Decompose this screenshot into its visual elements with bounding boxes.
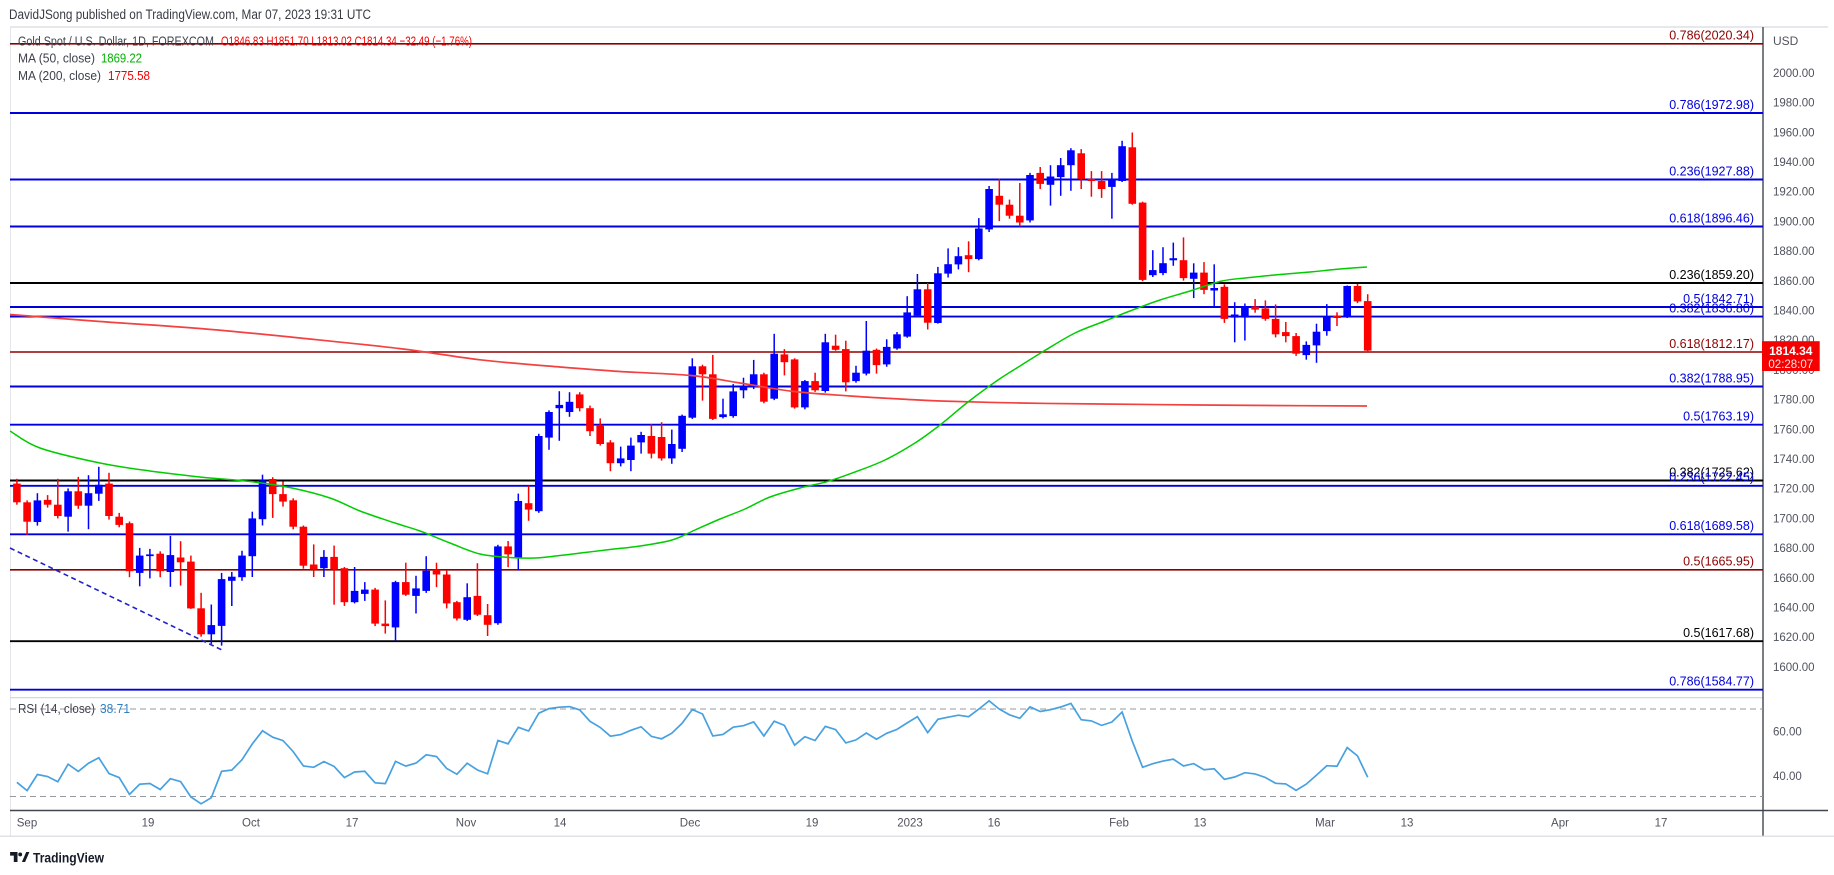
svg-text:1780.00: 1780.00 xyxy=(1773,395,1815,407)
svg-text:RSI (14, close): RSI (14, close) xyxy=(18,701,95,716)
svg-text:1720.00: 1720.00 xyxy=(1773,484,1815,496)
svg-text:19: 19 xyxy=(142,818,155,830)
svg-text:0.786(1972.98): 0.786(1972.98) xyxy=(1669,98,1754,112)
svg-text:0.5(1665.95): 0.5(1665.95) xyxy=(1683,555,1754,569)
svg-text:02:28:07: 02:28:07 xyxy=(1768,359,1813,371)
svg-text:MA (50, close): MA (50, close) xyxy=(18,51,95,66)
svg-text:MA (200, close): MA (200, close) xyxy=(18,68,101,83)
svg-text:0.236(1859.20): 0.236(1859.20) xyxy=(1669,268,1754,282)
svg-text:1840.00: 1840.00 xyxy=(1773,306,1815,318)
svg-text:USD: USD xyxy=(1773,34,1799,48)
svg-text:0.5(1763.19): 0.5(1763.19) xyxy=(1683,410,1754,424)
svg-text:17: 17 xyxy=(346,818,359,830)
svg-text:16: 16 xyxy=(988,818,1001,830)
svg-text:1740.00: 1740.00 xyxy=(1773,454,1815,466)
svg-text:1760.00: 1760.00 xyxy=(1773,424,1815,436)
svg-text:Feb: Feb xyxy=(1109,818,1129,830)
svg-text:DavidJSong published on Tradin: DavidJSong published on TradingView.com,… xyxy=(9,7,371,22)
svg-text:17: 17 xyxy=(1655,818,1668,830)
svg-text:Nov: Nov xyxy=(456,818,477,830)
svg-text:1620.00: 1620.00 xyxy=(1773,632,1815,644)
svg-text:2000.00: 2000.00 xyxy=(1773,68,1815,80)
svg-text:13: 13 xyxy=(1401,818,1414,830)
svg-text:1960.00: 1960.00 xyxy=(1773,127,1815,139)
svg-text:0.382(1725.62): 0.382(1725.62) xyxy=(1669,465,1754,479)
svg-text:O1846.83 H1851.70 L1813.02 C18: O1846.83 H1851.70 L1813.02 C1814.34 −32.… xyxy=(221,33,472,48)
svg-text:1775.58: 1775.58 xyxy=(108,68,150,83)
svg-text:1860.00: 1860.00 xyxy=(1773,276,1815,288)
svg-text:38.71: 38.71 xyxy=(100,701,130,716)
svg-text:1640.00: 1640.00 xyxy=(1773,603,1815,615)
svg-text:40.00: 40.00 xyxy=(1773,771,1802,783)
svg-text:Dec: Dec xyxy=(680,818,701,830)
svg-text:TradingView: TradingView xyxy=(33,850,104,866)
svg-text:1920.00: 1920.00 xyxy=(1773,187,1815,199)
svg-text:19: 19 xyxy=(806,818,819,830)
svg-text:60.00: 60.00 xyxy=(1773,726,1802,738)
svg-text:Oct: Oct xyxy=(242,818,261,830)
svg-text:1660.00: 1660.00 xyxy=(1773,573,1815,585)
svg-text:1980.00: 1980.00 xyxy=(1773,98,1815,110)
svg-text:0.236(1927.88): 0.236(1927.88) xyxy=(1669,164,1754,178)
svg-text:14: 14 xyxy=(554,818,567,830)
svg-text:0.786(1584.77): 0.786(1584.77) xyxy=(1669,675,1754,689)
svg-text:Mar: Mar xyxy=(1315,818,1335,830)
svg-text:1814.34: 1814.34 xyxy=(1769,344,1813,358)
svg-text:0.382(1788.95): 0.382(1788.95) xyxy=(1669,371,1754,385)
svg-text:1880.00: 1880.00 xyxy=(1773,246,1815,258)
svg-text:1940.00: 1940.00 xyxy=(1773,157,1815,169)
svg-text:0.5(1842.71): 0.5(1842.71) xyxy=(1683,292,1754,306)
svg-text:0.786(2020.34): 0.786(2020.34) xyxy=(1669,29,1754,43)
svg-text:Gold Spot / U.S. Dollar, 1D, F: Gold Spot / U.S. Dollar, 1D, FOREXCOM xyxy=(18,33,214,48)
svg-text:1869.22: 1869.22 xyxy=(101,51,142,66)
svg-text:0.618(1896.46): 0.618(1896.46) xyxy=(1669,211,1754,225)
svg-text:13: 13 xyxy=(1194,818,1207,830)
svg-text:Apr: Apr xyxy=(1551,818,1569,830)
svg-text:1680.00: 1680.00 xyxy=(1773,543,1815,555)
svg-text:1700.00: 1700.00 xyxy=(1773,513,1815,525)
svg-text:0.382(1836.80): 0.382(1836.80) xyxy=(1669,301,1754,315)
svg-text:0.618(1812.17): 0.618(1812.17) xyxy=(1669,337,1754,351)
svg-text:1900.00: 1900.00 xyxy=(1773,216,1815,228)
svg-text:0.5(1617.68): 0.5(1617.68) xyxy=(1683,626,1754,640)
svg-text:Sep: Sep xyxy=(17,818,37,830)
svg-text:0.236(1722.45): 0.236(1722.45) xyxy=(1669,471,1754,485)
svg-text:2023: 2023 xyxy=(897,818,923,830)
svg-text:0.618(1689.58): 0.618(1689.58) xyxy=(1669,519,1754,533)
svg-text:1600.00: 1600.00 xyxy=(1773,662,1815,674)
